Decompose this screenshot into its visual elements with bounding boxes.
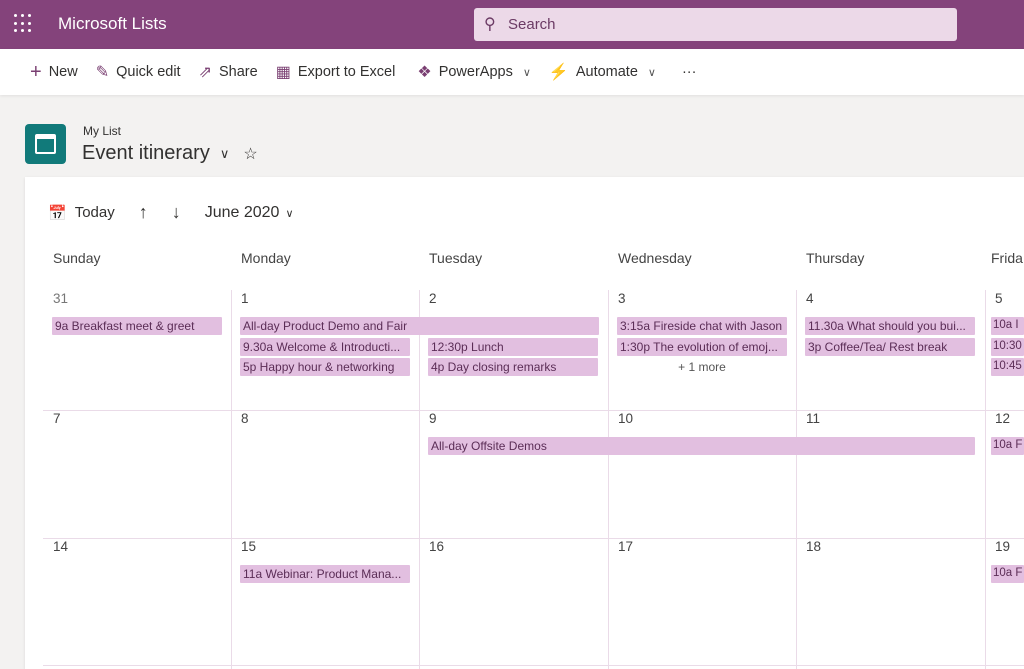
event-item[interactable]: 10:30: [991, 337, 1024, 356]
more-events-link[interactable]: + 1 more: [678, 360, 726, 374]
column-divider: [419, 290, 420, 669]
weekday-header: Sunday: [53, 250, 101, 266]
quick-edit-button[interactable]: ✎ Quick edit: [96, 62, 181, 82]
list-title[interactable]: Event itinerary: [82, 142, 210, 164]
event-item[interactable]: 9.30a Welcome & Introducti...: [240, 337, 411, 356]
day-number[interactable]: 1: [241, 291, 249, 306]
export-excel-button[interactable]: ▦ Export to Excel: [276, 62, 396, 82]
automate-label: Automate: [575, 64, 638, 80]
share-label: Share: [219, 64, 258, 80]
day-number[interactable]: 9: [429, 411, 437, 426]
event-item[interactable]: 10a F: [991, 565, 1024, 583]
excel-icon: ▦: [275, 64, 291, 81]
day-number[interactable]: 5: [995, 291, 1003, 306]
day-number[interactable]: 10: [618, 411, 634, 426]
app-title[interactable]: Microsoft Lists: [58, 14, 167, 33]
event-item[interactable]: 11.30a What should you bui...: [805, 317, 976, 335]
powerapps-button[interactable]: ❖ PowerApps ∨: [417, 62, 531, 82]
row-divider: [43, 538, 1024, 539]
share-icon: ⇗: [198, 64, 212, 81]
day-number[interactable]: 7: [53, 411, 61, 426]
event-item[interactable]: 12:30p Lunch: [428, 337, 599, 356]
powerapps-icon: ❖: [417, 64, 432, 81]
event-item[interactable]: 10a I: [991, 317, 1024, 335]
favorite-star-icon[interactable]: ☆: [243, 145, 258, 163]
chevron-down-icon: ∨: [285, 207, 294, 220]
plus-icon: +: [30, 60, 42, 83]
day-number[interactable]: 15: [241, 539, 257, 554]
today-label: Today: [74, 204, 115, 221]
day-number[interactable]: 17: [618, 539, 634, 554]
column-divider: [231, 290, 232, 669]
column-divider: [608, 290, 609, 669]
weekday-header: Thursday: [806, 250, 865, 266]
day-number[interactable]: 14: [53, 539, 69, 554]
row-divider: [43, 410, 1024, 411]
month-picker[interactable]: June 2020 ∨: [205, 204, 294, 222]
event-item[interactable]: 4p Day closing remarks: [428, 358, 599, 376]
weekday-header: Monday: [241, 250, 291, 266]
event-item[interactable]: 3:15a Fireside chat with Jason: [617, 317, 788, 335]
chevron-down-icon[interactable]: ∨: [219, 145, 230, 161]
new-label: New: [48, 64, 78, 80]
new-button[interactable]: + New: [30, 61, 78, 84]
list-calendar-icon: [25, 124, 66, 164]
event-item[interactable]: 10a F: [991, 437, 1024, 455]
previous-arrow-icon[interactable]: ↑: [138, 202, 148, 222]
weekday-header: Frida: [991, 250, 1023, 266]
powerapps-label: PowerApps: [438, 64, 513, 80]
event-item[interactable]: 1:30p The evolution of emoj...: [617, 337, 788, 356]
event-item[interactable]: 3p Coffee/Tea/ Rest break: [805, 337, 976, 356]
next-arrow-icon[interactable]: ↓: [171, 202, 181, 222]
app-launcher-icon[interactable]: [14, 14, 34, 34]
weekday-header: Wednesday: [618, 250, 692, 266]
day-number[interactable]: 31: [53, 291, 69, 306]
parent-list-label[interactable]: My List: [83, 124, 122, 138]
column-divider: [985, 290, 986, 669]
search-input[interactable]: ⚲ Search: [474, 8, 957, 41]
day-number[interactable]: 18: [806, 539, 822, 554]
search-placeholder: Search: [508, 16, 556, 33]
automate-button[interactable]: ⚡ Automate ∨: [549, 62, 656, 82]
event-item[interactable]: 11a Webinar: Product Mana...: [240, 565, 411, 583]
calendar-today-icon: 📅: [48, 204, 67, 222]
export-label: Export to Excel: [297, 64, 396, 80]
today-button[interactable]: 📅 Today: [48, 204, 115, 222]
event-item[interactable]: 5p Happy hour & networking: [240, 358, 411, 376]
day-number[interactable]: 11: [806, 411, 821, 426]
row-divider: [43, 665, 1024, 666]
automate-icon: ⚡: [548, 64, 569, 81]
weekday-header: Tuesday: [429, 250, 483, 266]
top-bar: Microsoft Lists ⚲ Search: [0, 0, 1024, 49]
event-item[interactable]: All-day Product Demo and Fair: [240, 317, 599, 335]
search-icon: ⚲: [484, 16, 496, 33]
day-number[interactable]: 19: [995, 539, 1011, 554]
column-divider: [796, 290, 797, 669]
day-number[interactable]: 12: [995, 411, 1011, 426]
quick-edit-label: Quick edit: [116, 64, 181, 80]
share-button[interactable]: ⇗ Share: [199, 62, 258, 82]
pencil-icon: ✎: [95, 64, 110, 81]
day-number[interactable]: 8: [241, 411, 249, 426]
day-number[interactable]: 3: [618, 291, 626, 306]
page-title: Event itinerary ∨ ☆: [82, 142, 258, 165]
chevron-down-icon: ∨: [522, 66, 531, 79]
calendar-nav: 📅 Today ↑ ↓ June 2020 ∨: [48, 202, 294, 223]
event-item[interactable]: 10:45: [991, 358, 1024, 376]
day-number[interactable]: 4: [806, 291, 814, 306]
chevron-down-icon: ∨: [647, 66, 656, 79]
event-item[interactable]: All-day Offsite Demos: [428, 437, 976, 455]
day-number[interactable]: 16: [429, 539, 445, 554]
command-bar: + New ✎ Quick edit ⇗ Share ▦ Export to Excel…: [0, 49, 1024, 95]
more-options-button[interactable]: ···: [681, 64, 697, 80]
event-item[interactable]: 9a Breakfast meet & greet: [52, 317, 223, 335]
day-number[interactable]: 2: [429, 291, 437, 306]
month-label: June 2020: [204, 203, 280, 221]
calendar-card: [25, 177, 1024, 669]
